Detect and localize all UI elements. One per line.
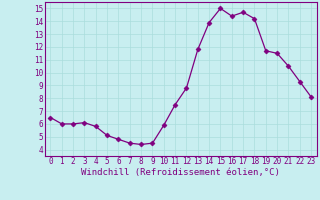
X-axis label: Windchill (Refroidissement éolien,°C): Windchill (Refroidissement éolien,°C)	[81, 168, 280, 177]
